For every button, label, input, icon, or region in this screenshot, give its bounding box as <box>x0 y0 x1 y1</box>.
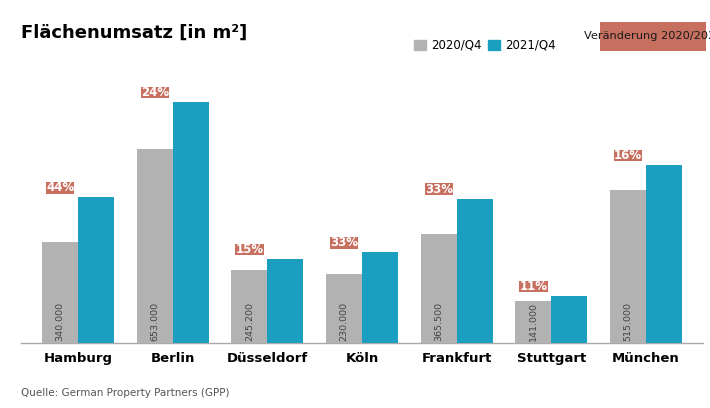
Bar <box>552 296 587 343</box>
Text: 33%: 33% <box>425 183 453 195</box>
Text: 15%: 15% <box>236 243 263 256</box>
Legend: 2020/Q4, 2021/Q4: 2020/Q4, 2021/Q4 <box>410 34 560 57</box>
Text: 305.000: 305.000 <box>376 302 385 341</box>
Text: 141.000: 141.000 <box>529 302 538 341</box>
Text: 16%: 16% <box>614 149 642 162</box>
Text: 365.500: 365.500 <box>435 302 443 341</box>
Bar <box>173 102 209 343</box>
Text: Veränderung 2020/2021: Veränderung 2020/2021 <box>584 31 710 41</box>
Bar <box>421 234 457 343</box>
Text: 810.000: 810.000 <box>186 302 195 341</box>
Text: 33%: 33% <box>330 236 358 249</box>
FancyBboxPatch shape <box>330 237 359 248</box>
Text: 653.000: 653.000 <box>151 302 159 341</box>
Bar <box>42 242 78 343</box>
FancyBboxPatch shape <box>46 182 75 193</box>
Bar <box>78 197 114 343</box>
Text: 490.000: 490.000 <box>92 302 101 341</box>
Bar <box>646 165 682 343</box>
Text: 281.600: 281.600 <box>281 302 290 341</box>
Text: 245.200: 245.200 <box>245 302 254 341</box>
Text: Quelle: German Property Partners (GPP): Quelle: German Property Partners (GPP) <box>21 388 230 398</box>
Bar <box>457 199 493 343</box>
Bar <box>231 270 268 343</box>
Text: 24%: 24% <box>141 86 169 99</box>
Bar <box>137 149 173 343</box>
Bar <box>515 301 552 343</box>
Text: 230.000: 230.000 <box>339 302 349 341</box>
Text: 485.000: 485.000 <box>470 302 479 341</box>
Text: 44%: 44% <box>46 181 75 194</box>
Text: 157.200: 157.200 <box>565 302 574 341</box>
FancyBboxPatch shape <box>614 150 643 162</box>
FancyBboxPatch shape <box>235 244 263 255</box>
FancyBboxPatch shape <box>519 281 547 293</box>
Bar <box>610 190 646 343</box>
Text: 598.000: 598.000 <box>660 302 669 341</box>
FancyBboxPatch shape <box>141 86 169 98</box>
FancyBboxPatch shape <box>425 183 453 195</box>
Text: 515.000: 515.000 <box>623 302 633 341</box>
Text: Flächenumsatz [in m²]: Flächenumsatz [in m²] <box>21 24 248 42</box>
Bar <box>362 252 398 343</box>
Text: 340.000: 340.000 <box>55 302 65 341</box>
Bar <box>326 274 362 343</box>
Text: 11%: 11% <box>520 280 547 293</box>
Bar <box>268 259 303 343</box>
